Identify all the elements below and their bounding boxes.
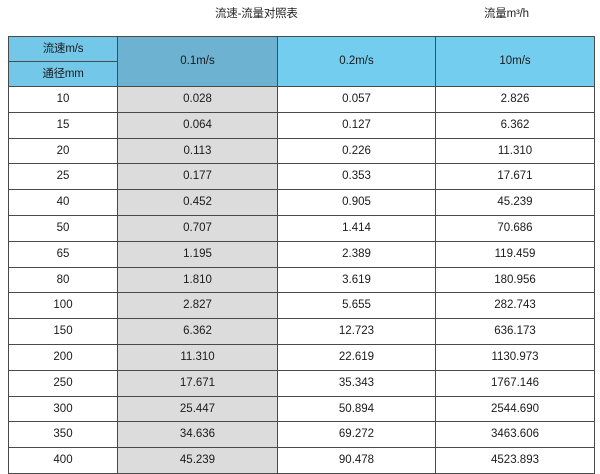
unit-title: 流量m³/h: [484, 8, 529, 20]
cell-v3: 3463.606: [435, 421, 595, 449]
corner-header-velocity: 流速m/s: [8, 36, 118, 62]
titles-row: 流速-流量对照表 流量m³/h: [0, 0, 600, 34]
cell-v2: 3.619: [277, 266, 436, 294]
cell-v2: 0.353: [277, 163, 436, 191]
table-row: 200 11.310 22.619 1130.973: [8, 343, 595, 371]
table-row: 40 0.452 0.905 45.239: [8, 189, 595, 216]
cell-dn: 250: [8, 369, 118, 397]
cell-v2: 2.389: [277, 240, 436, 268]
cell-v3: 2544.690: [435, 395, 595, 423]
table-body: 流速m/s 0.1m/s 0.2m/s 10m/s 通径mm 10 0.028 …: [8, 36, 595, 474]
cell-v1: 1.195: [117, 240, 278, 268]
cell-dn: 100: [8, 292, 118, 320]
cell-v1: 45.239: [117, 447, 278, 474]
column-header-0: 0.1m/s: [117, 36, 278, 87]
cell-v3: 70.686: [435, 214, 595, 242]
cell-dn: 300: [8, 395, 118, 423]
cell-v1: 2.827: [117, 292, 278, 320]
table-row: 250 17.671 35.343 1767.146: [8, 369, 595, 397]
cell-v1: 0.113: [117, 137, 278, 165]
cell-dn: 20: [8, 137, 118, 165]
flow-rate-table: 流速m/s 0.1m/s 0.2m/s 10m/s 通径mm 10 0.028 …: [8, 36, 595, 474]
cell-v1: 17.671: [117, 369, 278, 397]
cell-v1: 34.636: [117, 421, 278, 449]
header-row-bottom: 通径mm: [8, 61, 595, 87]
cell-v3: 282.743: [435, 292, 595, 320]
cell-v3: 1767.146: [435, 369, 595, 397]
cell-v3: 4523.893: [435, 447, 595, 474]
header-row-top: 流速m/s 0.1m/s 0.2m/s 10m/s: [8, 36, 595, 87]
cell-v2: 0.057: [277, 86, 436, 113]
column-header-2: 10m/s: [435, 36, 595, 87]
cell-dn: 200: [8, 343, 118, 371]
cell-v3: 180.956: [435, 266, 595, 294]
cell-v3: 1130.973: [435, 343, 595, 371]
cell-v2: 69.272: [277, 421, 436, 449]
cell-v1: 0.452: [117, 189, 278, 216]
cell-v2: 0.127: [277, 111, 436, 139]
cell-v3: 11.310: [435, 137, 595, 165]
cell-v2: 50.894: [277, 395, 436, 423]
page-title: 流速-流量对照表: [215, 8, 298, 20]
cell-v1: 0.064: [117, 111, 278, 139]
cell-dn: 350: [8, 421, 118, 449]
cell-v1: 0.028: [117, 86, 278, 113]
cell-v2: 12.723: [277, 318, 436, 345]
flow-table-container: 流速m/s 0.1m/s 0.2m/s 10m/s 通径mm 10 0.028 …: [8, 36, 595, 474]
cell-dn: 400: [8, 447, 118, 474]
cell-dn: 50: [8, 214, 118, 242]
corner-header-diameter: 通径mm: [8, 61, 118, 87]
cell-dn: 80: [8, 266, 118, 294]
cell-v2: 90.478: [277, 447, 436, 474]
cell-v1: 25.447: [117, 395, 278, 423]
cell-v1: 0.707: [117, 214, 278, 242]
table-row: 10 0.028 0.057 2.826: [8, 86, 595, 113]
cell-v1: 6.362: [117, 318, 278, 345]
cell-v3: 119.459: [435, 240, 595, 268]
cell-dn: 40: [8, 189, 118, 216]
cell-v3: 2.826: [435, 86, 595, 113]
cell-v1: 11.310: [117, 343, 278, 371]
cell-v3: 45.239: [435, 189, 595, 216]
cell-dn: 65: [8, 240, 118, 268]
cell-v3: 17.671: [435, 163, 595, 191]
table-row: 350 34.636 69.272 3463.606: [8, 421, 595, 449]
table-row: 20 0.113 0.226 11.310: [8, 137, 595, 165]
cell-v3: 6.362: [435, 111, 595, 139]
cell-dn: 150: [8, 318, 118, 345]
column-header-1: 0.2m/s: [277, 36, 436, 87]
cell-v1: 0.177: [117, 163, 278, 191]
cell-v2: 1.414: [277, 214, 436, 242]
table-row: 150 6.362 12.723 636.173: [8, 318, 595, 345]
table-row: 100 2.827 5.655 282.743: [8, 292, 595, 320]
cell-v2: 0.226: [277, 137, 436, 165]
table-row: 50 0.707 1.414 70.686: [8, 214, 595, 242]
table-row: 25 0.177 0.353 17.671: [8, 163, 595, 191]
cell-v2: 22.619: [277, 343, 436, 371]
table-row: 300 25.447 50.894 2544.690: [8, 395, 595, 423]
cell-dn: 25: [8, 163, 118, 191]
cell-dn: 15: [8, 111, 118, 139]
cell-v1: 1.810: [117, 266, 278, 294]
table-row: 65 1.195 2.389 119.459: [8, 240, 595, 268]
cell-v2: 35.343: [277, 369, 436, 397]
table-row: 15 0.064 0.127 6.362: [8, 111, 595, 139]
table-row: 400 45.239 90.478 4523.893: [8, 447, 595, 474]
cell-v3: 636.173: [435, 318, 595, 345]
table-row: 80 1.810 3.619 180.956: [8, 266, 595, 294]
cell-v2: 0.905: [277, 189, 436, 216]
cell-v2: 5.655: [277, 292, 436, 320]
cell-dn: 10: [8, 86, 118, 113]
